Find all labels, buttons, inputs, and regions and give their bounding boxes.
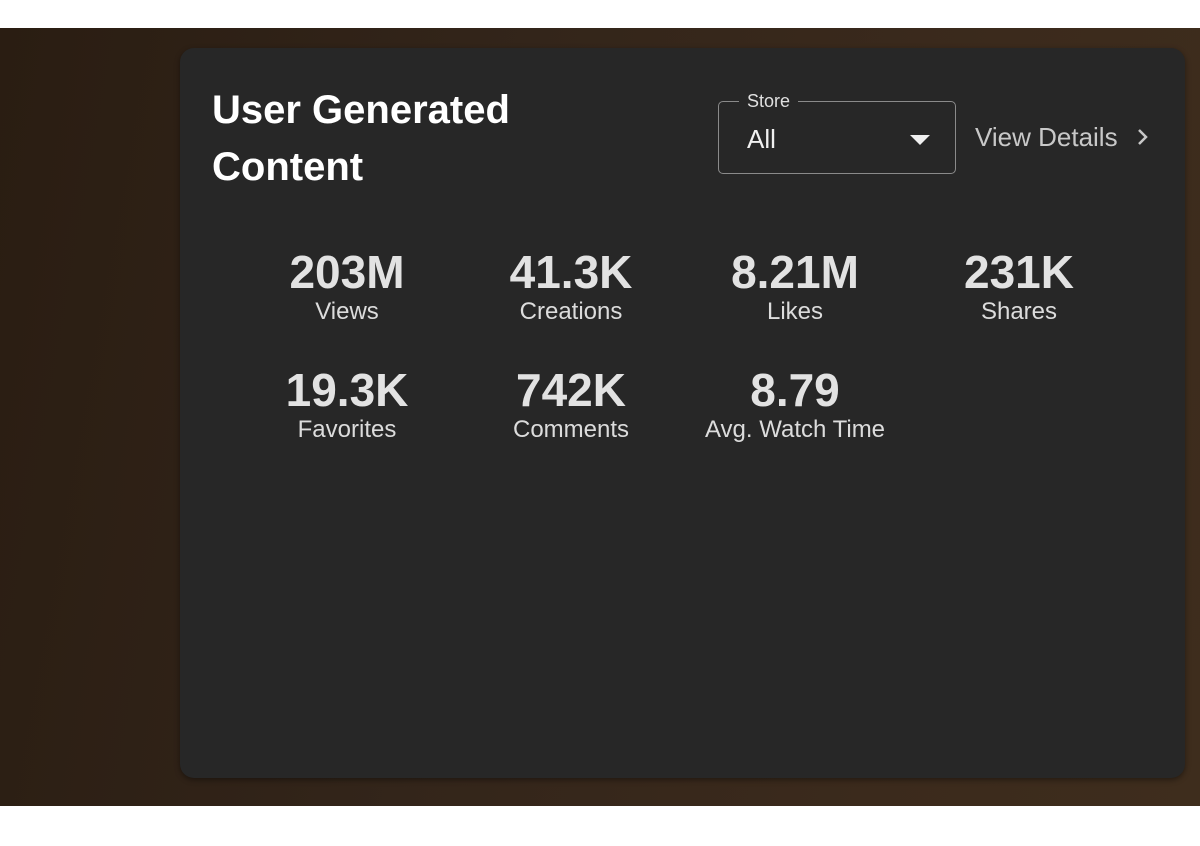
chevron-icon [1138, 129, 1148, 145]
stats-grid: 203M Views 41.3K Creations 8.21M Likes 231K Sha… [235, 246, 1131, 444]
stat-value: 742K [516, 364, 626, 416]
stat: 41.3K Creations [459, 246, 683, 326]
stat-value: 41.3K [509, 246, 633, 298]
stat-label: Views [315, 298, 379, 325]
stat-label: Likes [766, 298, 824, 325]
store-select[interactable]: Store All [718, 91, 956, 174]
stat: 203M Views [235, 246, 459, 326]
stat-value: 203M [289, 246, 405, 298]
stat: 742K Comments [459, 364, 683, 444]
dropdown-caret [910, 135, 930, 145]
stat-label: Creations [519, 298, 623, 325]
card-title: User Generated Content [212, 88, 510, 189]
stat-label: Avg. Watch Time [704, 416, 886, 443]
stat: 19.3K Favorites [235, 364, 459, 444]
stat-value: 231K [964, 246, 1074, 298]
stat: 8.79 Avg. Watch Time [683, 364, 907, 444]
stat-value: 8.21M [731, 246, 859, 298]
stat-label: Shares [980, 298, 1058, 325]
select-label: Store [739, 91, 799, 111]
view-details-link[interactable]: View Details [975, 122, 1118, 152]
select-value: All [747, 124, 776, 154]
stat: 231K Shares [907, 246, 1131, 326]
stat: 8.21M Likes [683, 246, 907, 326]
stat-value: 8.79 [750, 364, 840, 416]
stat-value: 19.3K [285, 364, 409, 416]
stat-label: Favorites [297, 416, 397, 443]
ugc-card: User Generated Content Store All View De… [180, 48, 1185, 778]
stat-label: Comments [512, 416, 630, 443]
